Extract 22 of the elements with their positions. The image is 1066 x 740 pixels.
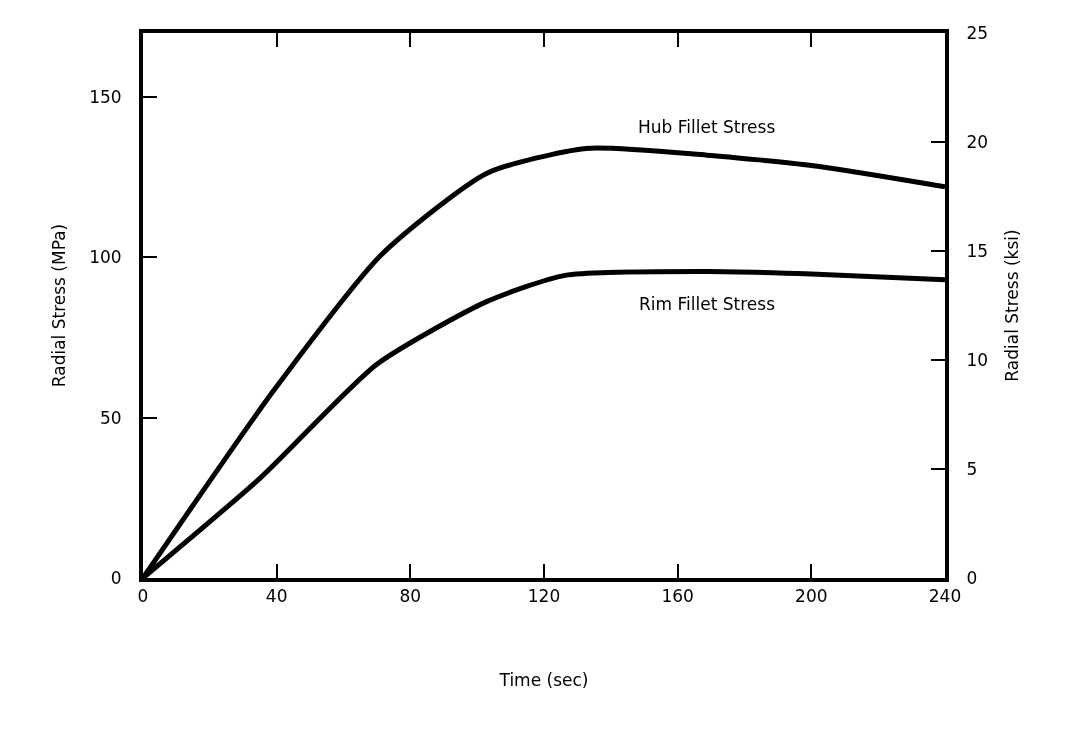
- y-tick-label: 0: [110, 567, 122, 588]
- y-tick-label: 100: [89, 247, 122, 268]
- x-tick-label: 240: [928, 586, 962, 607]
- series-label: Hub Fillet Stress: [638, 117, 776, 137]
- y-tick-label: 150: [89, 87, 122, 108]
- y-axis-title: Radial Stress (MPa): [49, 223, 70, 388]
- y2-tick-label: 0: [966, 567, 978, 588]
- y2-tick-label: 10: [966, 349, 989, 370]
- x-tick-label: 120: [527, 586, 561, 607]
- y2-tick-label: 25: [966, 22, 989, 43]
- x-tick-label: 200: [795, 586, 828, 607]
- x-tick-label: 0: [137, 586, 149, 607]
- x-tick-label: 160: [661, 586, 694, 607]
- y-tick-label: 50: [99, 407, 122, 428]
- x-tick-label: 80: [399, 586, 422, 607]
- x-tick-label: 40: [265, 586, 288, 607]
- y2-tick-label: 5: [966, 458, 978, 479]
- y2-tick-label: 20: [966, 131, 989, 152]
- y2-tick-label: 15: [966, 240, 989, 261]
- x-axis-title: Time (sec): [498, 670, 589, 691]
- y2-axis-title: Radial Stress (ksi): [1001, 229, 1022, 382]
- series-label: Rim Fillet Stress: [639, 294, 776, 314]
